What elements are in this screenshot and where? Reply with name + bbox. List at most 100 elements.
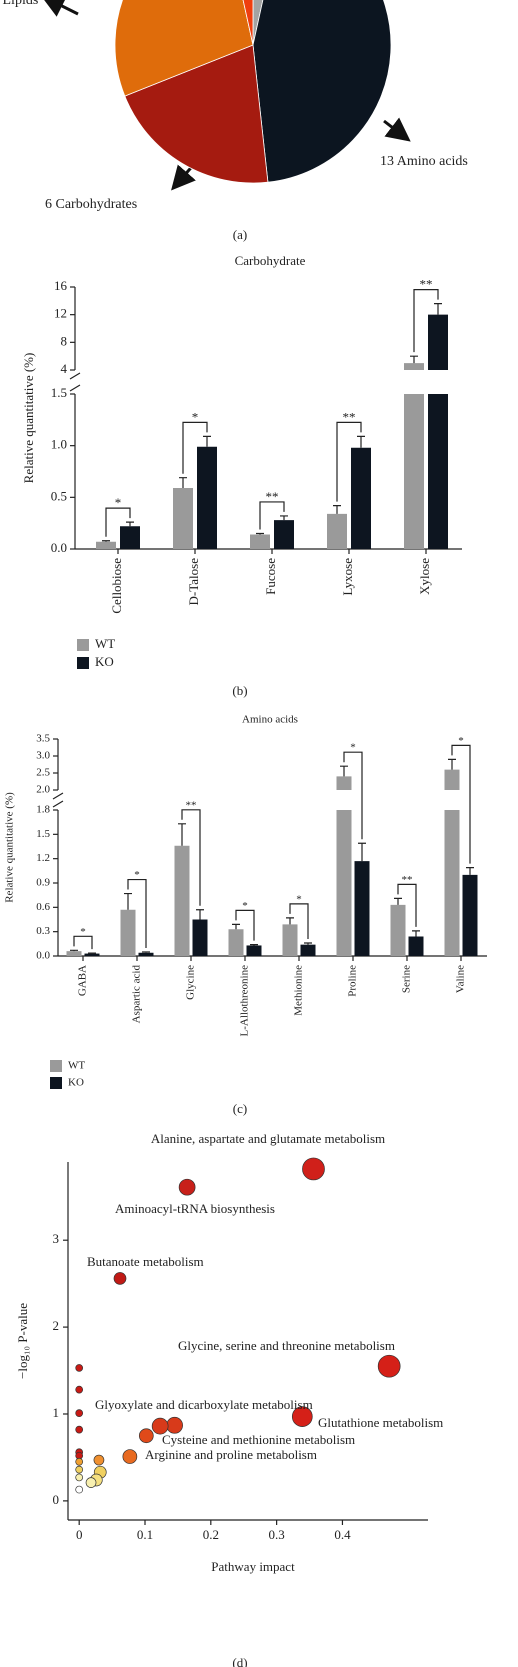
y-tick-label: 3: [53, 1231, 60, 1246]
y-tick-label: 1.8: [36, 804, 50, 816]
significance-bracket: [235, 909, 255, 941]
y-axis-label: Relative quantitative (%): [4, 792, 16, 903]
y-tick-upper-label: 8: [61, 333, 68, 348]
significance-bracket: [181, 809, 201, 906]
pie-slice: [124, 44, 269, 184]
legend-label: KO: [95, 654, 114, 669]
chart-title: Carbohydrate: [235, 253, 306, 268]
bar: [282, 924, 298, 956]
x-tick-label: L-Allothreonine: [239, 965, 251, 1037]
error-bar: [304, 942, 312, 945]
legend-label: WT: [95, 636, 115, 651]
bubble: [75, 1485, 84, 1494]
arrow: [383, 117, 411, 142]
bubble: [75, 1364, 84, 1372]
significance-bracket: [343, 751, 363, 840]
bubble: [151, 1417, 169, 1435]
bar: [462, 874, 478, 956]
legend-label: WT: [68, 1060, 85, 1072]
x-tick-label: D-Talose: [186, 558, 201, 606]
bar: [228, 929, 244, 956]
bar: [354, 861, 370, 956]
bubble: [75, 1409, 84, 1417]
bar: [274, 520, 294, 549]
bubble: [302, 1157, 325, 1181]
significance-bracket: [259, 501, 285, 530]
error-bar: [280, 515, 288, 521]
significance-bracket: [336, 421, 362, 502]
bar: [428, 314, 448, 549]
y-tick-label: 1.2: [36, 852, 50, 864]
bar: [444, 769, 460, 956]
bar: [174, 845, 190, 956]
slice-label: 6 Carbohydrates: [45, 197, 137, 212]
y-tick-upper-label: 4: [61, 361, 68, 376]
bar: [84, 953, 100, 956]
y-tick-label: 0.3: [36, 925, 50, 937]
pie-slice: [114, 0, 254, 97]
significance-bracket: [127, 878, 147, 948]
error-bar: [70, 949, 78, 952]
y-tick-label: 1: [53, 1405, 60, 1420]
legend-swatch: [50, 1077, 62, 1089]
y-axis-label: Relative quantitative (%): [21, 353, 36, 484]
legend-label: KO: [68, 1077, 84, 1089]
bubble: [178, 1178, 196, 1196]
slice-label: 8 Lipids: [0, 0, 38, 8]
bubble: [166, 1416, 183, 1434]
point-label: Glycine, serine and threonine metabolism: [178, 1338, 395, 1353]
bar: [246, 945, 262, 956]
caption: (b): [232, 683, 247, 698]
y-tick-upper-label: 2.5: [36, 767, 50, 779]
error-bar: [340, 765, 348, 777]
x-tick-label: Lyxose: [340, 558, 355, 596]
significance-label: *: [134, 869, 140, 881]
error-bar: [434, 303, 442, 315]
error-bar: [203, 435, 211, 447]
bar: [192, 919, 208, 956]
x-tick-label: Xylose: [417, 558, 432, 595]
bubble: [122, 1449, 138, 1464]
error-bar: [394, 897, 402, 905]
x-tick-label: Aspartic acid: [131, 965, 143, 1024]
bar: [327, 513, 347, 549]
significance-label: **: [266, 489, 279, 504]
error-bar: [448, 758, 456, 770]
bubble: [113, 1272, 127, 1285]
point-label: Alanine, aspartate and glutamate metabol…: [151, 1131, 385, 1146]
bar: [390, 904, 406, 956]
bar: [250, 534, 270, 549]
x-tick-label: 0.1: [137, 1527, 153, 1542]
point-label: Glutathione metabolism: [318, 1415, 443, 1430]
caption: (a): [233, 227, 247, 242]
pie-slice: [252, 0, 264, 46]
significance-label: **: [186, 799, 197, 811]
y-tick-label: 0.9: [36, 877, 50, 889]
y-tick-label: 0.0: [51, 540, 67, 555]
bubble: [138, 1428, 154, 1444]
error-bar: [250, 944, 258, 946]
bar: [120, 526, 140, 549]
y-tick-label: 0.0: [36, 950, 50, 962]
x-tick-label: Serine: [401, 965, 413, 993]
point-label: Arginine and proline metabolism: [145, 1447, 317, 1462]
significance-bracket: [73, 935, 93, 950]
point-label: Aminoacyl-tRNA biosynthesis: [115, 1201, 275, 1216]
x-tick-label: Proline: [347, 965, 359, 997]
bubble: [93, 1454, 105, 1466]
bubble: [75, 1465, 84, 1474]
x-tick-label: Valine: [455, 965, 467, 993]
bar: [138, 952, 154, 956]
y-tick-upper-label: 12: [54, 306, 67, 321]
error-bar: [286, 917, 294, 925]
bubble: [75, 1385, 84, 1394]
legend-swatch: [77, 639, 89, 651]
significance-label: *: [192, 409, 199, 424]
error-bar: [412, 930, 420, 937]
error-bar: [126, 521, 134, 527]
error-bar: [124, 892, 132, 910]
error-bar: [142, 951, 150, 953]
bubble: [291, 1406, 313, 1427]
significance-bracket: [105, 507, 131, 537]
